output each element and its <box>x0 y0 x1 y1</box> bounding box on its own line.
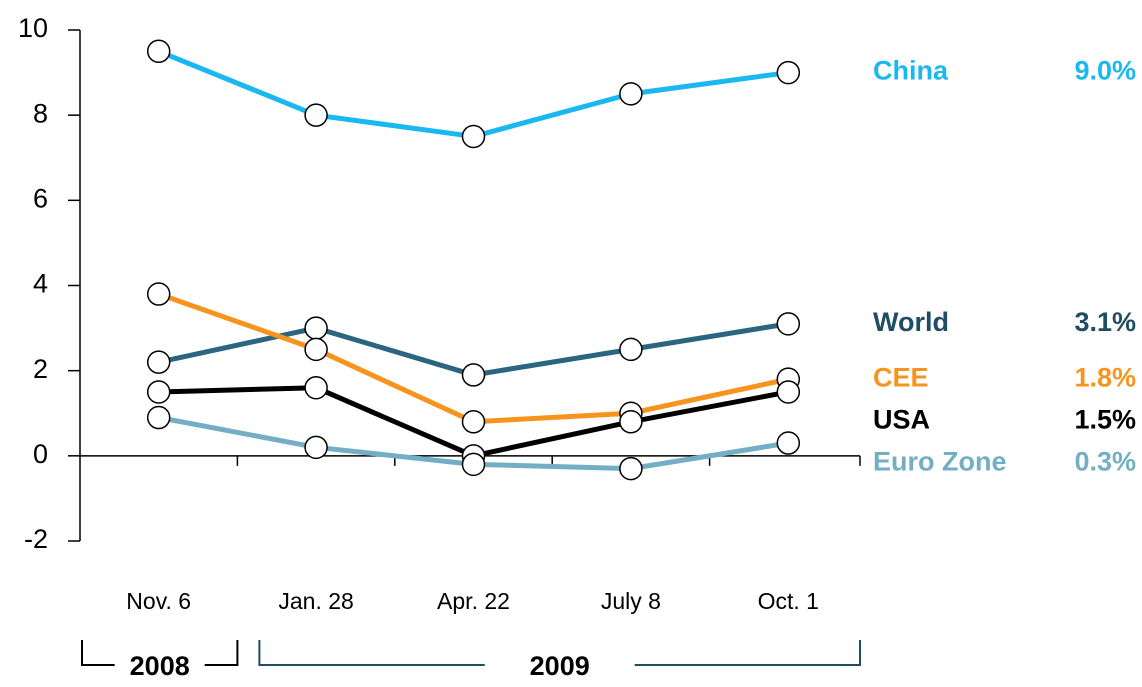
value-label: 1.5% <box>1074 404 1136 434</box>
value-label: 1.8% <box>1074 362 1136 392</box>
point <box>146 380 171 404</box>
y-tick-label: 6 <box>33 183 48 213</box>
legend-label: USA <box>873 404 930 434</box>
group-label: 2008 <box>130 651 190 681</box>
legend-label: China <box>873 56 949 86</box>
value-label: 9.0% <box>1074 56 1136 86</box>
point <box>146 282 171 306</box>
point <box>461 452 486 477</box>
point <box>619 410 643 434</box>
legend-label: Euro Zone <box>873 446 1007 476</box>
x-tick-label: July 8 <box>601 588 661 614</box>
bracket <box>634 640 861 666</box>
y-tick-label: 0 <box>33 439 48 469</box>
point <box>776 312 801 336</box>
point <box>619 82 643 106</box>
point <box>146 405 171 430</box>
point <box>304 316 328 340</box>
y-tick-label: -2 <box>24 524 48 554</box>
bracket <box>81 640 115 666</box>
x-tick-label: Oct. 1 <box>758 588 819 614</box>
point <box>461 124 486 149</box>
point <box>304 337 328 362</box>
point <box>776 60 801 85</box>
bracket <box>258 640 485 666</box>
value-label: 0.3% <box>1074 446 1136 476</box>
series-line <box>157 291 789 425</box>
point <box>146 39 171 64</box>
point <box>619 456 643 481</box>
point <box>304 103 328 127</box>
y-tick-label: 4 <box>33 269 48 299</box>
x-tick-label: Apr. 22 <box>437 588 510 614</box>
legend-label: CEE <box>873 362 929 392</box>
series-line <box>157 48 789 139</box>
value-label: 3.1% <box>1074 307 1136 337</box>
x-tick-label: Nov. 6 <box>126 588 191 614</box>
point <box>304 375 328 400</box>
point <box>619 337 643 362</box>
y-tick-label: 2 <box>33 354 48 384</box>
point <box>776 380 801 404</box>
group-label: 2009 <box>530 651 590 681</box>
y-tick-label: 8 <box>33 98 48 128</box>
point <box>146 350 171 374</box>
legend-label: World <box>873 307 949 337</box>
point <box>776 431 801 455</box>
y-tick-label: 10 <box>18 13 48 43</box>
bracket <box>204 640 239 666</box>
point <box>461 410 486 434</box>
point <box>304 435 328 460</box>
point <box>461 363 486 387</box>
x-tick-label: Jan. 28 <box>278 588 353 614</box>
